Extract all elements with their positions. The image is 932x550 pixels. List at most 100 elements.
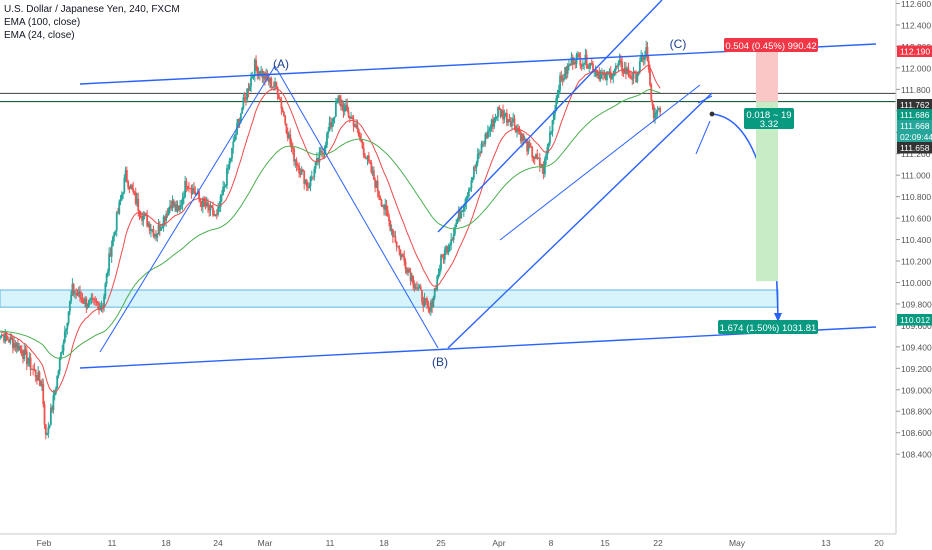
candle-body [285, 123, 288, 133]
time-tick-label: Apr [492, 538, 505, 548]
candle-body [395, 242, 398, 247]
candle-body [162, 216, 165, 228]
candle-body [101, 305, 104, 308]
candle-body [23, 349, 26, 359]
candle-body [505, 112, 508, 123]
candle-body [117, 212, 119, 214]
candle-body [500, 110, 503, 117]
candle-body [37, 371, 40, 381]
candle-body [416, 287, 418, 289]
candle-body [217, 207, 219, 215]
position-tool[interactable]: 0.504 (0.45%) 990.42 0.018 ~ 193.32 1.674 … [718, 38, 818, 334]
candle-body [213, 215, 216, 217]
candle-body [499, 109, 502, 117]
candle-body [409, 272, 412, 281]
candle-body [389, 221, 392, 232]
candle-body [177, 205, 180, 210]
candle-body [455, 223, 458, 228]
candle-body [193, 188, 195, 193]
candle-body [442, 256, 445, 260]
candle-body [108, 253, 111, 272]
candle-body [521, 133, 523, 142]
candle-body [204, 202, 207, 207]
candle-body [421, 290, 423, 302]
price-tag-bg [897, 142, 932, 154]
candle-body [597, 71, 599, 76]
channel-stub-line [695, 120, 711, 155]
candle-body [148, 223, 151, 232]
candle-body [28, 357, 31, 363]
candle-body [390, 229, 393, 232]
candle-body [10, 336, 13, 340]
candle-body [3, 335, 5, 342]
candle-body [443, 249, 446, 260]
candle-body [589, 63, 592, 67]
candle-body [181, 198, 184, 205]
candle-body [614, 65, 617, 70]
wave-a-b-line [274, 65, 439, 349]
candle-body [1, 335, 4, 337]
candle-body [452, 233, 455, 240]
candle-body [524, 139, 527, 141]
candle-body [119, 199, 122, 202]
candle-body [656, 110, 659, 113]
candle-body [376, 180, 379, 192]
candle-body [657, 108, 660, 111]
ema-100-line [0, 89, 661, 359]
candle-body [304, 180, 307, 184]
candle-body [353, 126, 356, 128]
candle-body [104, 283, 107, 297]
candle-body [313, 168, 316, 177]
candle-body [424, 298, 427, 300]
candle-body [495, 117, 498, 119]
trend-drawings: (A) (B) (C) [79, 0, 877, 369]
ema-100-label: EMA (100, close) [4, 17, 81, 28]
candle-body [602, 73, 605, 75]
candle-body [321, 150, 323, 153]
candle-body [465, 197, 468, 203]
candle-body [570, 57, 573, 66]
candle-body [251, 76, 254, 78]
candle-body [210, 205, 213, 208]
candle-body [516, 128, 518, 133]
candle-body [6, 336, 9, 340]
candle-body [659, 108, 662, 113]
candle-body [337, 96, 340, 103]
candle-body [451, 239, 454, 241]
candle-body [655, 112, 658, 115]
price-tag: 111.686 [900, 110, 930, 120]
candle-body [4, 332, 7, 342]
candle-body [137, 199, 140, 211]
candle-body [298, 165, 301, 174]
candle-body [522, 133, 525, 141]
candle-body [114, 230, 117, 233]
candle-body [110, 245, 113, 257]
candle-body [484, 134, 487, 144]
candle-body [536, 153, 539, 159]
candle-body [18, 346, 21, 351]
candle-body [646, 47, 649, 61]
candle-body [36, 376, 38, 381]
candle-body [234, 134, 237, 140]
candle-body [39, 380, 42, 386]
candle-body [481, 143, 484, 145]
time-tick-label: 22 [653, 538, 663, 548]
price-tick-label: 109.600 [901, 321, 932, 331]
price-tick-label: 108.400 [901, 450, 932, 460]
candle-body [417, 287, 420, 289]
price-tick-label: 110.000 [901, 278, 931, 288]
candle-body [384, 204, 387, 210]
candle-body [554, 110, 556, 115]
candle-body [264, 72, 266, 80]
candle-body [446, 246, 449, 253]
candle-body [241, 108, 244, 114]
candle-body [571, 57, 574, 65]
candle-body [604, 72, 607, 81]
candle-body [242, 97, 245, 109]
candle-body [0, 336, 2, 338]
candle-body [224, 185, 227, 187]
candle-body [450, 239, 453, 246]
candle-body [109, 253, 112, 257]
time-tick-label: 20 [874, 538, 884, 548]
